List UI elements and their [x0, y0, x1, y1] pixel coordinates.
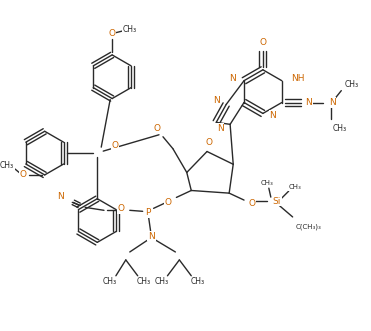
Text: O: O — [154, 124, 161, 133]
Text: N: N — [217, 124, 224, 133]
Text: O: O — [117, 204, 124, 213]
Text: O: O — [206, 138, 213, 147]
Text: NH: NH — [291, 74, 305, 83]
Text: N: N — [148, 232, 155, 241]
Text: N: N — [213, 96, 220, 105]
Text: O: O — [109, 28, 116, 38]
Text: CH₃: CH₃ — [154, 277, 168, 286]
Text: Si: Si — [273, 197, 281, 206]
Text: O: O — [249, 199, 256, 208]
Text: CH₃: CH₃ — [103, 277, 117, 286]
Text: CH₃: CH₃ — [288, 184, 301, 190]
Text: N: N — [305, 98, 312, 107]
Text: CH₃: CH₃ — [344, 80, 358, 89]
Text: CH₃: CH₃ — [260, 180, 273, 186]
Text: O: O — [165, 198, 172, 207]
Text: CH₃: CH₃ — [332, 124, 347, 133]
Text: CH₃: CH₃ — [0, 161, 14, 169]
Text: N: N — [329, 98, 336, 107]
Text: O: O — [259, 37, 266, 47]
Text: N: N — [57, 192, 64, 201]
Text: O: O — [112, 141, 119, 150]
Text: C(CH₃)₃: C(CH₃)₃ — [296, 224, 321, 230]
Text: O: O — [19, 170, 26, 179]
Text: CH₃: CH₃ — [190, 277, 204, 286]
Text: N: N — [269, 111, 276, 120]
Text: N: N — [229, 74, 236, 83]
Text: CH₃: CH₃ — [123, 24, 137, 34]
Text: CH₃: CH₃ — [137, 277, 151, 286]
Text: P: P — [145, 208, 150, 217]
